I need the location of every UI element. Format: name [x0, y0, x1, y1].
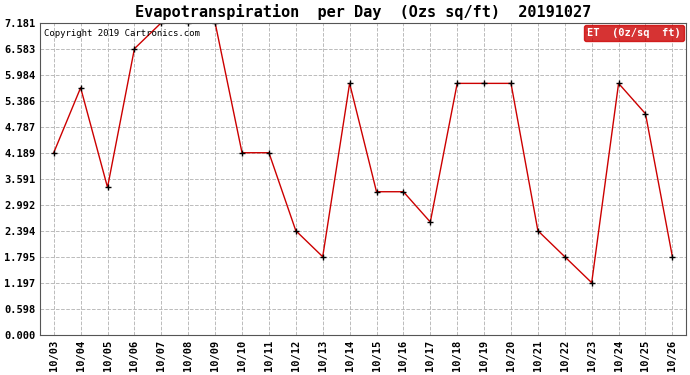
Text: Copyright 2019 Cartronics.com: Copyright 2019 Cartronics.com	[43, 29, 199, 38]
Legend: ET  (0z/sq  ft): ET (0z/sq ft)	[584, 25, 684, 41]
Title: Evapotranspiration  per Day  (Ozs sq/ft)  20191027: Evapotranspiration per Day (Ozs sq/ft) 2…	[135, 4, 591, 20]
